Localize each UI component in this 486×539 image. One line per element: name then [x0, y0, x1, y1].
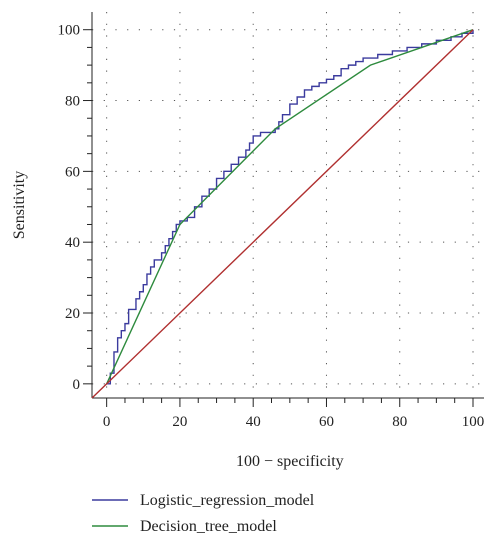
- x-tick-label: 60: [319, 414, 334, 430]
- y-tick-label: 0: [73, 377, 81, 393]
- y-axis-title: Sensitivity: [11, 171, 28, 239]
- x-tick-label: 40: [246, 414, 261, 430]
- x-tick-label: 20: [172, 414, 187, 430]
- x-tick-label: 80: [392, 414, 407, 430]
- decision-tree-curve: [106, 29, 474, 385]
- y-tick-label: 20: [65, 306, 80, 322]
- legend: Logistic_regression_model Decision_tree_…: [92, 492, 315, 535]
- y-tick-label: 60: [65, 164, 80, 180]
- axes-layer: 0 20 40 60 80 100 0 20 40 60 80 100: [58, 12, 485, 430]
- y-tick-label: 40: [65, 235, 80, 251]
- x-tick-label: 0: [103, 414, 111, 430]
- y-tick-label: 100: [58, 23, 81, 39]
- series-layer: [91, 29, 474, 399]
- logistic-regression-curve: [106, 29, 474, 385]
- y-tick-label: 80: [65, 94, 80, 110]
- legend-label-decision-tree: Decision_tree_model: [140, 518, 277, 535]
- reference-diagonal: [91, 29, 474, 399]
- x-axis-title: 100 − specificity: [236, 453, 344, 470]
- x-tick-label: 100: [462, 414, 485, 430]
- legend-label-logistic: Logistic_regression_model: [140, 492, 315, 509]
- grid-layer: [92, 12, 484, 398]
